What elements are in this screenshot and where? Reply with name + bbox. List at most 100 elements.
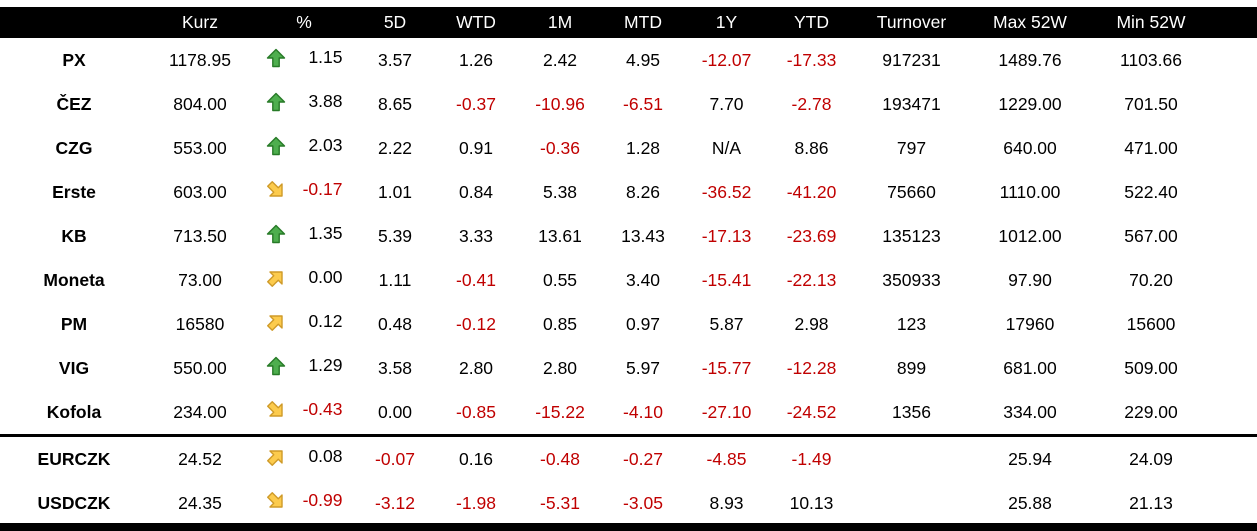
column-header-wtd: WTD — [434, 7, 518, 38]
cell-ticker: EURCZK — [0, 434, 148, 481]
cell-ytd: 8.86 — [794, 137, 829, 158]
cell-5d: 8.65 — [377, 93, 413, 114]
table-row-eurczk: EURCZK 24.52 0.08 -0.07 0.16 -0.48 -0.27 -4.85-… — [0, 434, 1257, 481]
cell-turnover — [854, 434, 969, 481]
cell-wtd: -1.98 — [456, 492, 496, 513]
cell-mtd: 4.95 — [625, 49, 661, 70]
daily-change: -0.17 — [266, 179, 343, 200]
cell-turnover: 135123 — [882, 225, 941, 246]
cell-1y: 8.93 — [709, 492, 744, 513]
cell-5d: -3.12 — [375, 492, 415, 513]
cell-kurz: 24.35 — [178, 492, 222, 513]
row-filler — [1211, 38, 1257, 82]
cell-pct: -0.99 — [252, 481, 356, 525]
cell-5d: 0.00 — [377, 401, 413, 422]
cell-kurz: 603.00 — [173, 181, 227, 202]
cell-mtd: 5.97 — [625, 357, 661, 378]
column-header-min-52w: Min 52W — [1091, 7, 1211, 38]
row-filler — [1211, 126, 1257, 170]
cell-min-52w: 70.20 — [1129, 269, 1173, 290]
cell-1y: -27.10 — [701, 401, 752, 422]
table-row-erste: Erste 603.00 -0.17 1.01 0.84 5.38 8.26 -36.52 -4… — [0, 170, 1257, 214]
cell-min-52w: 701.50 — [1124, 93, 1178, 114]
column-header-max-52w: Max 52W — [969, 7, 1091, 38]
cell-1m: 0.55 — [542, 269, 578, 290]
cell-min-52w: 229.00 — [1124, 401, 1178, 422]
cell-wtd: 0.84 — [458, 181, 494, 202]
cell-ticker: Erste — [52, 181, 96, 202]
cell-1y: -15.77 — [701, 357, 752, 378]
table-header: Kurz% 5D WTD 1M MTD 1Y YTD Turnover Max 52W Min 5… — [0, 7, 1257, 38]
cell-max-52w: 1229.00 — [998, 93, 1062, 114]
cell-1m: 0.85 — [542, 313, 578, 334]
change-value: 1.35 — [308, 223, 343, 244]
cell-kurz: 24.52 — [148, 434, 252, 481]
cell-wtd: -0.85 — [456, 401, 496, 422]
cell-mtd: -4.10 — [623, 401, 663, 422]
row-filler — [1211, 390, 1257, 436]
cell-5d: 3.58 — [377, 357, 413, 378]
cell-5d: 5.39 — [377, 225, 413, 246]
quotes-table: Kurz% 5D WTD 1M MTD 1Y YTD Turnover Max 52W Min 5… — [0, 7, 1257, 525]
cell-pct: 3.88 — [252, 82, 356, 126]
cell-wtd: 0.16 — [434, 434, 518, 481]
cell-pct: 2.03 — [252, 126, 356, 170]
cell-mtd: 1.28 — [625, 137, 661, 158]
cell-kurz: 16580 — [175, 313, 225, 334]
cell-min-52w: 1103.66 — [1120, 49, 1182, 70]
cell-max-52w: 640.00 — [1003, 137, 1057, 158]
cell-max-52w: 97.90 — [1008, 269, 1052, 290]
cell-wtd: 0.91 — [458, 137, 494, 158]
cell-max-52w: 25.94 — [969, 434, 1091, 481]
cell-ytd: 10.13 — [789, 492, 834, 513]
cell-min-52w: 567.00 — [1124, 225, 1178, 246]
cell-kurz: 804.00 — [173, 93, 227, 114]
cell-ticker: PX — [62, 49, 86, 70]
header-filler — [1211, 7, 1257, 38]
daily-change: 0.12 — [266, 311, 343, 332]
row-filler — [1211, 214, 1257, 258]
daily-change: 1.29 — [266, 355, 343, 376]
cell-ticker: USDCZK — [37, 492, 111, 513]
bottom-border-bar — [0, 523, 1257, 531]
arrow-up-icon — [266, 356, 285, 375]
cell-1y: -12.07 — [701, 49, 752, 70]
cell-mtd: -0.27 — [602, 434, 684, 481]
cell-wtd: 2.80 — [458, 357, 494, 378]
cell-1y: -15.41 — [701, 269, 752, 290]
header-row: Kurz% 5D WTD 1M MTD 1Y YTD Turnover Max 52W Min 5… — [0, 7, 1257, 38]
cell-pct: -0.17 — [252, 170, 356, 214]
cell-ticker: CZG — [55, 137, 93, 158]
cell-ytd: -22.13 — [786, 269, 837, 290]
cell-max-52w: 1012.00 — [998, 225, 1062, 246]
cell-pct: 1.35 — [252, 214, 356, 258]
cell-mtd: 13.43 — [621, 225, 665, 246]
cell-1m: -0.48 — [518, 434, 602, 481]
cell-pct: -0.43 — [252, 390, 356, 436]
cell-max-52w: 1110.00 — [999, 181, 1061, 202]
change-value: 2.03 — [308, 135, 343, 156]
cell-turnover: 899 — [896, 357, 927, 378]
row-filler — [1211, 258, 1257, 302]
cell-1m: 5.38 — [542, 181, 578, 202]
cell-wtd: -0.12 — [456, 313, 496, 334]
cell-ytd: -1.49 — [769, 434, 854, 481]
arrow-up-icon — [266, 48, 285, 67]
cell-ytd: -24.52 — [786, 401, 837, 422]
column-header-mtd: MTD — [602, 7, 684, 38]
cell-1m: -15.22 — [535, 401, 585, 422]
table-row-pm: PM 16580 0.12 0.48 -0.12 0.85 0.97 5.87 2.98 123 1… — [0, 302, 1257, 346]
table-row-moneta: Moneta 73.00 0.00 1.11 -0.41 0.55 3.40 -15.41 -2… — [0, 258, 1257, 302]
cell-1m: 2.80 — [542, 357, 578, 378]
column-header-pct: % — [252, 7, 356, 38]
cell-turnover: 123 — [896, 313, 927, 334]
cell-turnover: 350933 — [882, 269, 941, 290]
cell-ytd: -12.28 — [786, 357, 837, 378]
table-row-px: PX 1178.95 1.15 3.57 1.26 2.42 4.95 -12.07 -17.3… — [0, 38, 1257, 82]
cell-min-52w: 522.40 — [1124, 181, 1178, 202]
table-row-usdczk: USDCZK 24.35 -0.99 -3.12 -1.98 -5.31 -3.05 8.93… — [0, 481, 1257, 525]
cell-min-52w: 15600 — [1126, 313, 1176, 334]
cell-5d: 1.11 — [378, 269, 412, 290]
arrow-up-icon — [266, 92, 285, 111]
